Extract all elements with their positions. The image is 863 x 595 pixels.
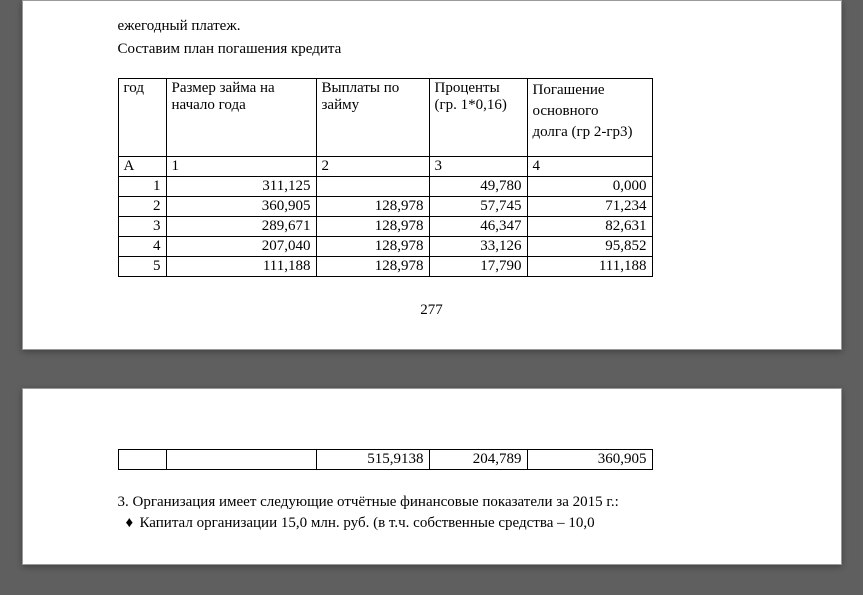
cell-year: 3 [118, 217, 166, 237]
document-page-2: 515,9138 204,789 360,905 3. Организация … [22, 388, 842, 565]
cell-principal: 71,234 [527, 197, 652, 217]
header-principal-l2: основного [533, 101, 647, 122]
cell-payment: 128,978 [316, 237, 429, 257]
cell-year: 2 [118, 197, 166, 217]
intro-line-1: ежегодный платеж. [118, 16, 746, 37]
cell-loan: 289,671 [166, 217, 316, 237]
cell-loan: 111,188 [166, 257, 316, 277]
diamond-bullet-icon: ♦ [126, 513, 134, 534]
repayment-table-wrap: год Размер займа на начало года Выплаты … [118, 78, 746, 277]
cell-year: 4 [118, 237, 166, 257]
cell-loan: 311,125 [166, 177, 316, 197]
total-year [118, 450, 166, 470]
cell-interest: 57,745 [429, 197, 527, 217]
cell-interest: 17,790 [429, 257, 527, 277]
totals-table: 515,9138 204,789 360,905 [118, 449, 653, 470]
header-principal: Погашение основного долга (гр 2-гр3) [527, 79, 652, 157]
header-principal-l1: Погашение [533, 80, 647, 101]
document-page-1: ежегодный платеж. Составим план погашени… [22, 0, 842, 350]
total-interest: 204,789 [429, 450, 527, 470]
letter-principal: 4 [527, 157, 652, 177]
totals-row: 515,9138 204,789 360,905 [118, 450, 652, 470]
header-payment: Выплаты по займу [316, 79, 429, 157]
cell-payment: 128,978 [316, 257, 429, 277]
cell-payment: 128,978 [316, 217, 429, 237]
header-principal-l3: долга (гр 2-гр3) [533, 122, 647, 143]
page-number: 277 [118, 302, 746, 319]
cell-payment: 128,978 [316, 197, 429, 217]
header-loan: Размер займа на начало года [166, 79, 316, 157]
repayment-table: год Размер займа на начало года Выплаты … [118, 78, 653, 277]
header-interest: Проценты (гр. 1*0,16) [429, 79, 527, 157]
letter-interest: 3 [429, 157, 527, 177]
cell-payment [316, 177, 429, 197]
table-row: 4 207,040 128,978 33,126 95,852 [118, 237, 652, 257]
table-row: 3 289,671 128,978 46,347 82,631 [118, 217, 652, 237]
table-row: 1 311,125 49,780 0,000 [118, 177, 652, 197]
cell-interest: 33,126 [429, 237, 527, 257]
task3-bullet-1: ♦ Капитал организации 15,0 млн. руб. (в … [118, 513, 746, 534]
table-row: 5 111,188 128,978 17,790 111,188 [118, 257, 652, 277]
total-principal: 360,905 [527, 450, 652, 470]
cell-principal: 95,852 [527, 237, 652, 257]
cell-year: 1 [118, 177, 166, 197]
cell-principal: 0,000 [527, 177, 652, 197]
total-loan [166, 450, 316, 470]
cell-principal: 82,631 [527, 217, 652, 237]
cell-loan: 360,905 [166, 197, 316, 217]
letter-payment: 2 [316, 157, 429, 177]
cell-loan: 207,040 [166, 237, 316, 257]
cell-interest: 49,780 [429, 177, 527, 197]
header-year: год [118, 79, 166, 157]
cell-interest: 46,347 [429, 217, 527, 237]
table-row: 2 360,905 128,978 57,745 71,234 [118, 197, 652, 217]
intro-line-2: Составим план погашения кредита [118, 39, 746, 60]
letter-year: А [118, 157, 166, 177]
total-payment: 515,9138 [316, 450, 429, 470]
letter-loan: 1 [166, 157, 316, 177]
table-header-row: год Размер займа на начало года Выплаты … [118, 79, 652, 157]
cell-principal: 111,188 [527, 257, 652, 277]
cell-year: 5 [118, 257, 166, 277]
table-letter-row: А 1 2 3 4 [118, 157, 652, 177]
task3-bullet-1-text: Капитал организации 15,0 млн. руб. (в т.… [140, 515, 595, 531]
task3-paragraph: 3. Организация имеет следующие отчётные … [118, 492, 746, 513]
